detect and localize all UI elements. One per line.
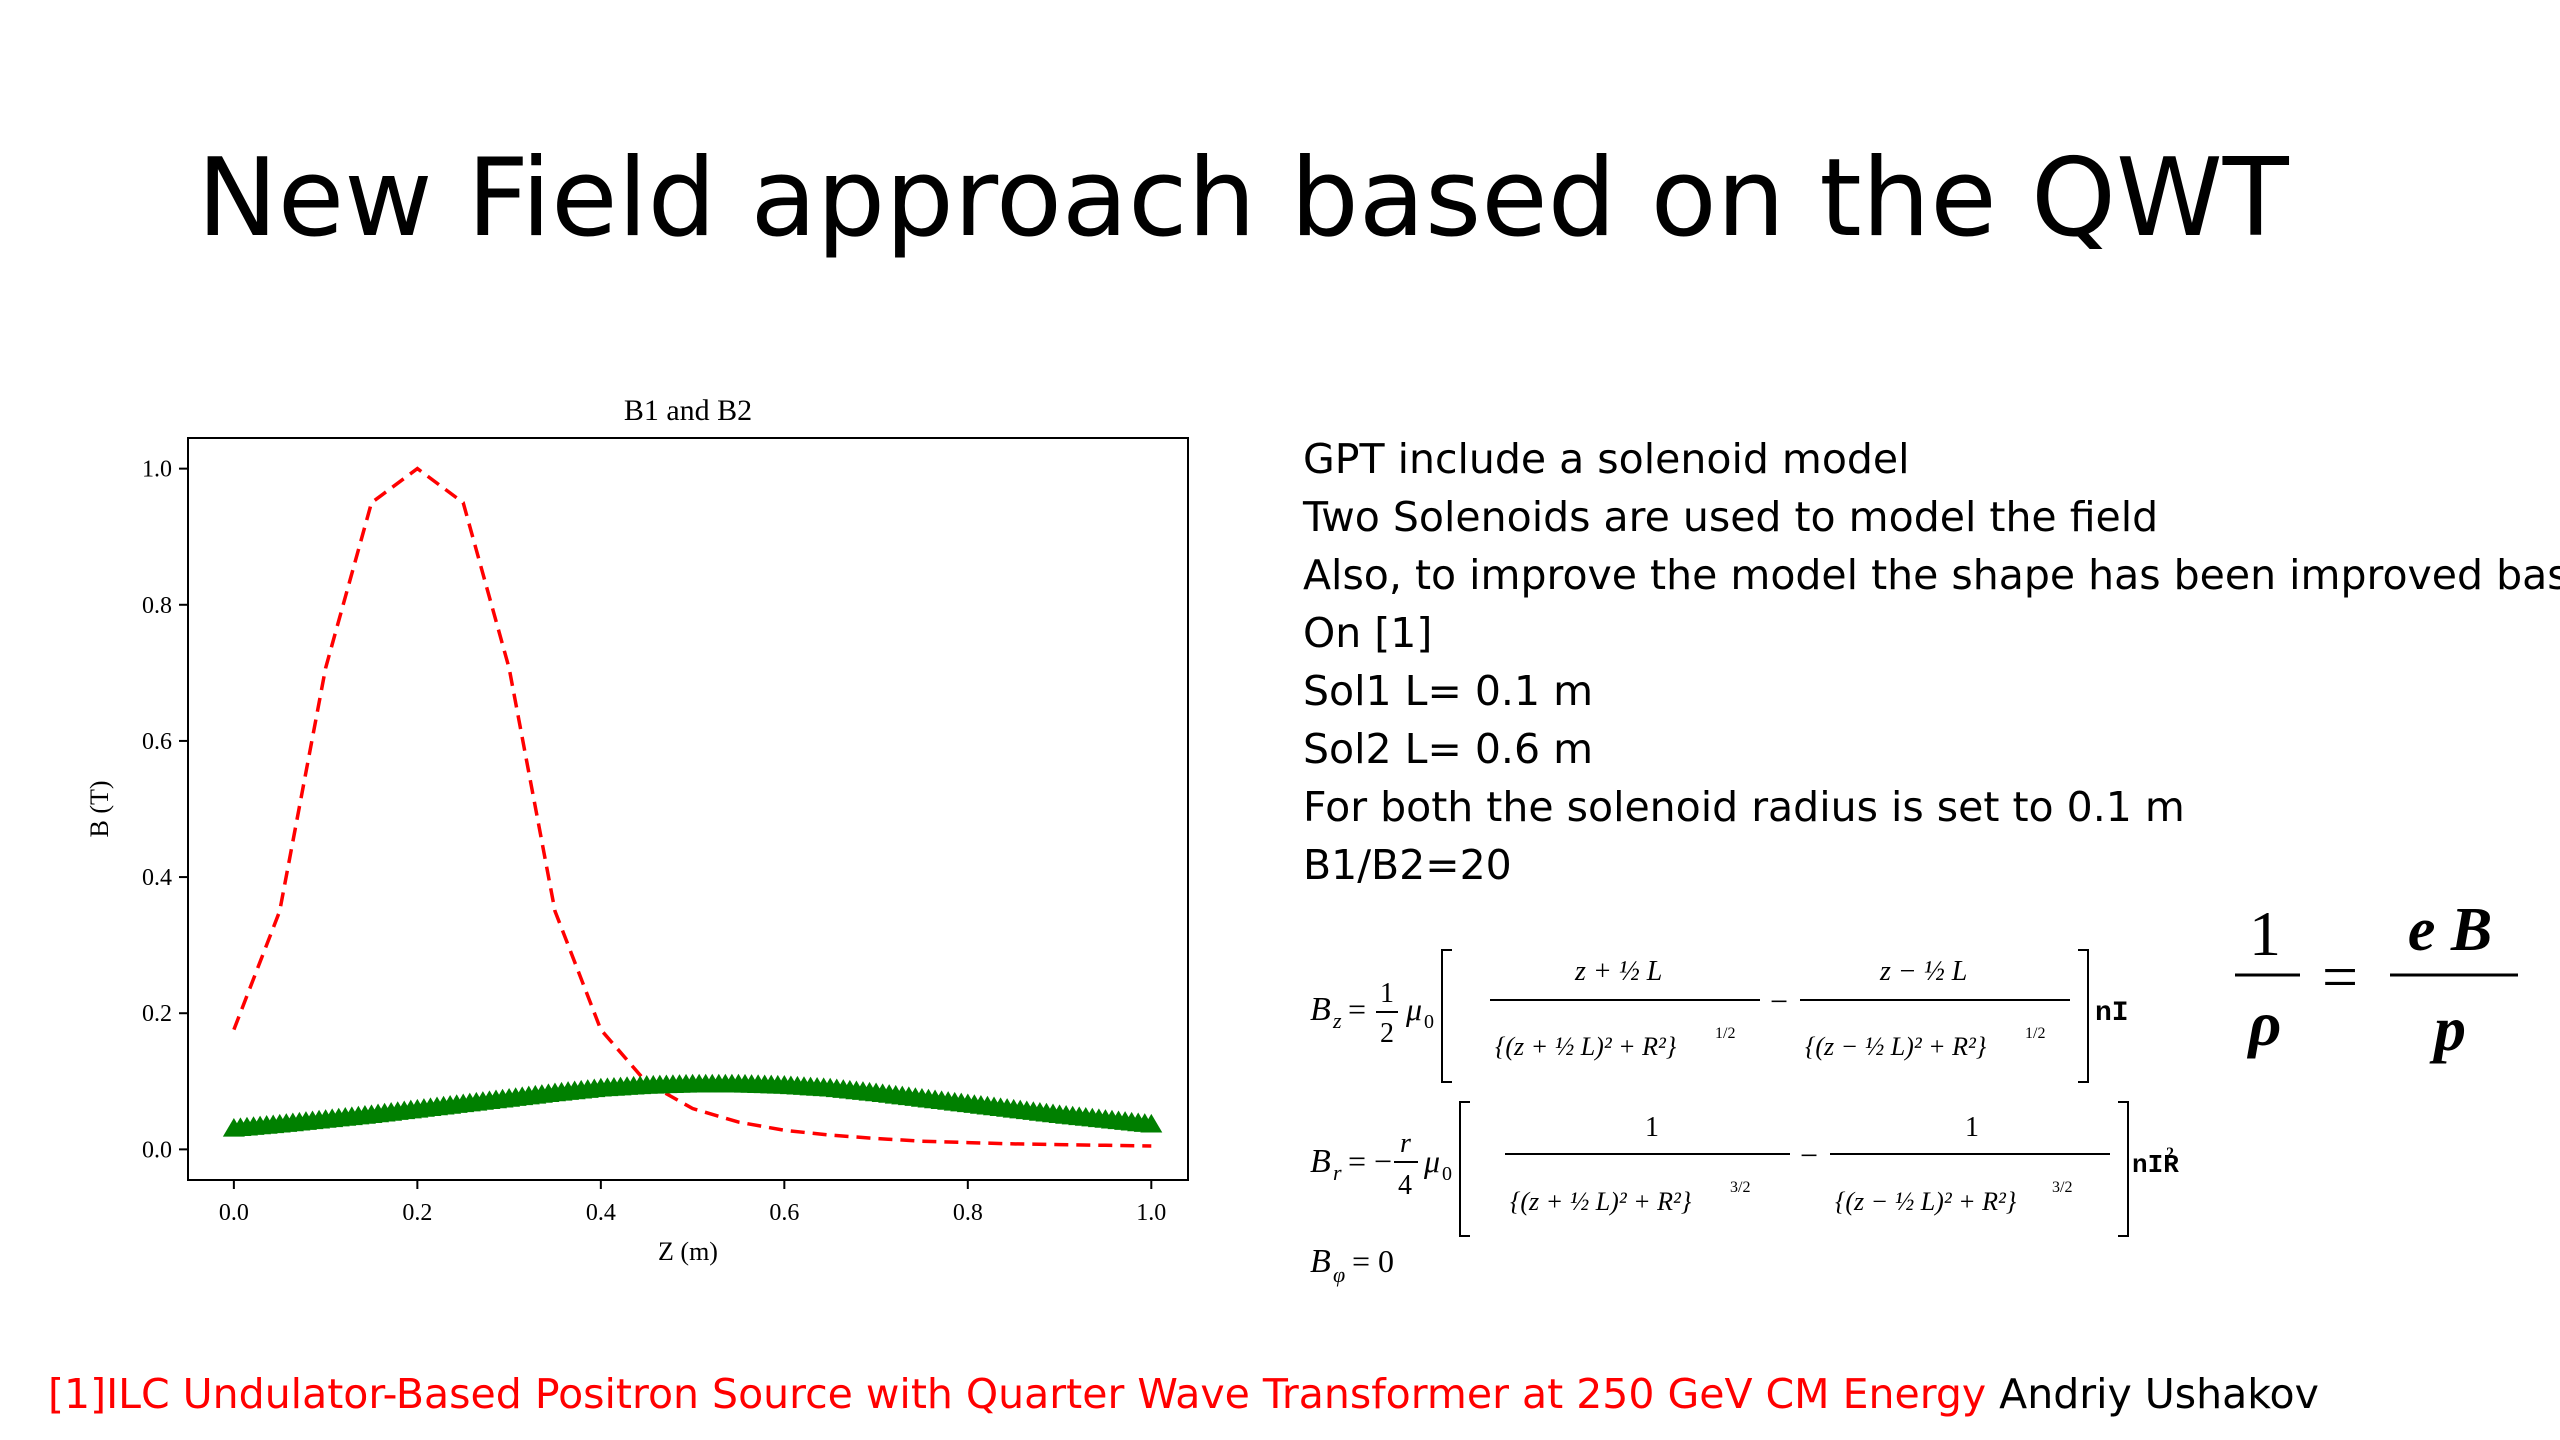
bullet-line: Sol2 L= 0.6 m [1303, 725, 1594, 773]
svg-text:4: 4 [1398, 1170, 1412, 1201]
bphi-symbol: B [1310, 1243, 1331, 1280]
bullet-line: GPT include a solenoid model [1303, 435, 1910, 483]
bullet-list: GPT include a solenoid model Two Solenoi… [1303, 430, 2560, 894]
formula-svg: B z = 1 2 μ 0 z + ½ L {(z + ½ L)² + R²} … [1310, 949, 2179, 1287]
bphi-value: = 0 [1352, 1243, 1394, 1279]
svg-text:{(z + ½ L)² + R²}: {(z + ½ L)² + R²} [1495, 1032, 1677, 1061]
bz-symbol: B [1310, 991, 1331, 1028]
svg-text:1: 1 [1645, 1112, 1659, 1143]
rho-rhs-den: p [2429, 993, 2466, 1064]
svg-text:{(z − ½ L)² + R²}: {(z − ½ L)² + R²} [1835, 1187, 2017, 1216]
svg-text:2: 2 [1380, 1018, 1394, 1049]
bz-factor: nI [2095, 998, 2129, 1029]
plot-frame [187, 437, 1189, 1181]
svg-text:= −: = − [1348, 1143, 1392, 1179]
svg-text:0: 0 [1442, 1163, 1452, 1185]
svg-text:=: = [1348, 991, 1366, 1027]
svg-text:1: 1 [1380, 978, 1394, 1009]
x-tick-label: 0.8 [953, 1200, 983, 1226]
rho-svg: 1 ρ = e B p [2235, 896, 2518, 1064]
svg-text:−: − [1770, 983, 1788, 1019]
rho-lhs-den: ρ [2247, 988, 2282, 1059]
svg-text:μ: μ [1405, 991, 1422, 1027]
svg-text:1: 1 [1965, 1112, 1979, 1143]
svg-text:r: r [1400, 1128, 1411, 1159]
svg-text:z − ½ L: z − ½ L [1879, 956, 1967, 987]
bullet-line: On [1] [1303, 609, 1433, 657]
x-axis-label: Z (m) [658, 1237, 718, 1266]
series-b1-line [232, 466, 1152, 1148]
svg-text:1/2: 1/2 [2025, 1025, 2045, 1042]
rho-rhs-num: e B [2408, 896, 2492, 964]
y-axis-label: B (T) [85, 780, 114, 837]
svg-text:=: = [2322, 941, 2358, 1012]
x-tick-label: 1.0 [1136, 1200, 1166, 1226]
x-tick-label: 0.0 [219, 1200, 249, 1226]
citation-author: Andriy Ushakov [1986, 1370, 2319, 1418]
rigidity-formula: 1 ρ = e B p [2230, 880, 2550, 1100]
y-tick-label: 0.6 [142, 729, 172, 755]
svg-text:0: 0 [1424, 1011, 1434, 1033]
y-tick-label: 0.2 [142, 1001, 172, 1027]
svg-text:z + ½ L: z + ½ L [1574, 956, 1662, 987]
svg-text:1/2: 1/2 [1715, 1025, 1735, 1042]
slide-title: New Field approach based on the QWT [197, 136, 2289, 261]
svg-text:3/2: 3/2 [2052, 1179, 2072, 1196]
chart-svg: B1 and B2 0.0 0.2 0.4 0.6 0.8 1.0 0.0 0.2 0.4 0.6 0… [85, 394, 1189, 1266]
bullet-line: Also, to improve the model the shape has… [1303, 551, 2560, 599]
y-tick-label: 0.8 [142, 593, 172, 619]
x-tick-label: 0.6 [769, 1200, 799, 1226]
citation-reference: [1]ILC Undulator-Based Positron Source w… [48, 1370, 1987, 1418]
y-tick-label: 0.0 [142, 1137, 172, 1163]
citation: [1]ILC Undulator-Based Positron Source w… [48, 1370, 2319, 1418]
svg-text:3/2: 3/2 [1730, 1179, 1750, 1196]
br-subscript: r [1333, 1160, 1342, 1185]
br-factor: nIR [2132, 1150, 2179, 1180]
chart-title: B1 and B2 [624, 394, 752, 427]
bullet-line: For both the solenoid radius is set to 0… [1303, 783, 2185, 831]
svg-text:−: − [1800, 1137, 1818, 1173]
bullet-line: B1/B2=20 [1303, 841, 1512, 889]
svg-text:μ: μ [1423, 1143, 1440, 1179]
series-b2-marker [1140, 1113, 1163, 1133]
rho-lhs-num: 1 [2249, 898, 2281, 969]
bullet-line: Sol1 L= 0.1 m [1303, 667, 1594, 715]
svg-text:2: 2 [2166, 1145, 2174, 1162]
y-tick-label: 0.4 [142, 865, 172, 891]
x-tick-label: 0.2 [402, 1200, 432, 1226]
bphi-subscript: φ [1333, 1262, 1345, 1287]
br-symbol: B [1310, 1143, 1331, 1180]
bullet-line: Two Solenoids are used to model the fiel… [1303, 493, 2159, 541]
y-tick-label: 1.0 [142, 457, 172, 483]
field-formulas: B z = 1 2 μ 0 z + ½ L {(z + ½ L)² + R²} … [1300, 920, 2180, 1290]
svg-text:{(z + ½ L)² + R²}: {(z + ½ L)² + R²} [1510, 1187, 1692, 1216]
bz-subscript: z [1332, 1008, 1342, 1033]
x-tick-label: 0.4 [586, 1200, 616, 1226]
field-chart: B1 and B2 0.0 0.2 0.4 0.6 0.8 1.0 0.0 0.2 0.4 0.6 0… [70, 380, 1200, 1280]
svg-text:{(z − ½ L)² + R²}: {(z − ½ L)² + R²} [1805, 1032, 1987, 1061]
